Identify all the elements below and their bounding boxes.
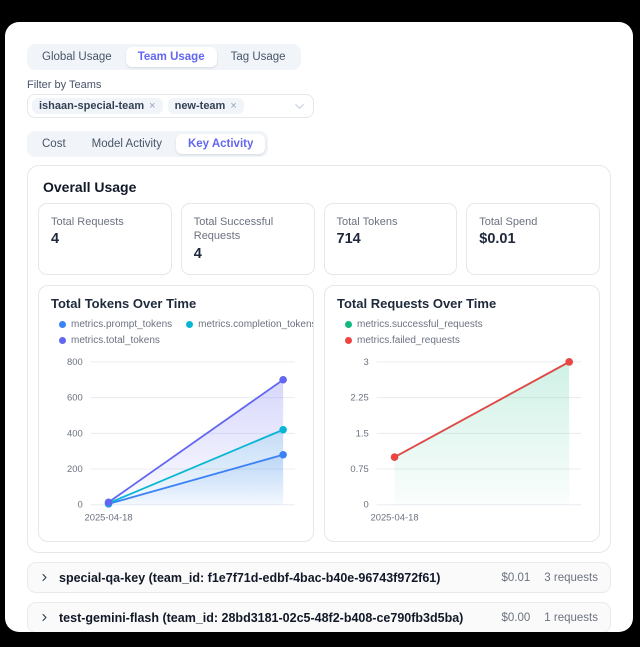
chart-title: Total Requests Over Time (337, 296, 497, 311)
stat-label: Total Tokens (336, 216, 398, 228)
filter-by-teams-label: Filter by Teams (27, 79, 102, 91)
team-chip-label: ishaan-special-team (39, 100, 145, 112)
tab-team-usage[interactable]: Team Usage (125, 47, 217, 67)
svg-text:2.25: 2.25 (350, 392, 368, 403)
svg-text:2025-04-18: 2025-04-18 (370, 512, 418, 523)
svg-text:400: 400 (67, 427, 83, 438)
key-row-metrics: $0.00 1 requests (502, 612, 598, 624)
overall-usage-title: Overall Usage (43, 179, 137, 195)
team-chip[interactable]: ishaan-special-team × (32, 98, 163, 114)
tab-key-activity[interactable]: Key Activity (175, 134, 266, 154)
chart-legend: metrics.successful_requests metrics.faile… (337, 316, 587, 348)
legend-label: metrics.prompt_tokens (71, 318, 173, 330)
stat-total-requests: Total Requests 4 (38, 203, 172, 275)
svg-text:600: 600 (67, 392, 83, 403)
tab-tag-usage[interactable]: Tag Usage (230, 51, 286, 63)
stat-value: 4 (51, 231, 60, 248)
series-dot-icon (186, 320, 194, 328)
tokens-line-chart: 0 200 400 600 800 2025-04-18 (51, 350, 301, 529)
legend-item: metrics.failed_requests (345, 335, 460, 346)
tab-cost[interactable]: Cost (42, 138, 66, 150)
chart-title: Total Tokens Over Time (51, 296, 197, 311)
chevron-right-icon[interactable] (40, 573, 49, 582)
key-request-count: 1 requests (544, 611, 598, 624)
series-dot-icon (59, 336, 66, 344)
charts-row: Total Tokens Over Time metrics.prompt_to… (38, 285, 600, 542)
remove-chip-icon[interactable]: × (149, 100, 156, 112)
chart-legend: metrics.prompt_tokens metrics.completion_… (51, 316, 313, 348)
key-row-metrics: $0.01 3 requests (502, 572, 598, 584)
stat-label: Total Spend (479, 216, 538, 228)
requests-over-time-chart-card: Total Requests Over Time metrics.success… (324, 285, 600, 542)
stat-total-spend: Total Spend $0.01 (466, 203, 600, 275)
team-chip[interactable]: new-team × (167, 98, 244, 114)
team-chip-label: new-team (174, 100, 226, 112)
svg-text:0: 0 (78, 499, 83, 510)
svg-text:0: 0 (364, 499, 369, 510)
legend-item: metrics.total_tokens (59, 335, 160, 346)
requests-line-chart: 0 0.75 1.5 2.25 3 2025-04-18 (337, 350, 587, 529)
stats-row: Total Requests 4 Total Successful Reques… (38, 203, 600, 275)
key-row-label: test-gemini-flash (team_id: 28bd3181-02c… (59, 610, 464, 625)
key-spend: $0.00 (501, 611, 531, 624)
legend-label: metrics.completion_tokens (198, 318, 314, 330)
svg-text:3: 3 (364, 356, 369, 367)
legend-item: metrics.successful_requests (345, 319, 483, 330)
legend-label: metrics.failed_requests (357, 334, 460, 346)
svg-text:2025-04-18: 2025-04-18 (84, 512, 132, 523)
key-row-test-gemini-flash[interactable]: test-gemini-flash (team_id: 28bd3181-02c… (27, 602, 611, 632)
key-spend: $0.01 (501, 571, 531, 584)
svg-text:200: 200 (67, 463, 83, 474)
remove-chip-icon[interactable]: × (230, 100, 237, 112)
tokens-over-time-chart-card: Total Tokens Over Time metrics.prompt_to… (38, 285, 314, 542)
svg-text:0.75: 0.75 (350, 463, 368, 474)
stat-total-successful-requests: Total Successful Requests 4 (180, 203, 315, 275)
tab-model-activity[interactable]: Model Activity (91, 138, 162, 150)
legend-item: metrics.prompt_tokens (59, 319, 172, 330)
chevron-down-icon[interactable] (294, 101, 305, 112)
legend-item: metrics.completion_tokens (186, 318, 314, 330)
key-row-special-qa-key[interactable]: special-qa-key (team_id: f1e7f71d-edbf-4… (27, 562, 611, 593)
legend-label: metrics.successful_requests (357, 318, 483, 330)
key-row-label: special-qa-key (team_id: f1e7f71d-edbf-4… (59, 570, 441, 585)
stat-total-tokens: Total Tokens 714 (323, 203, 458, 275)
secondary-tabbar: Cost Model Activity Key Activity (27, 131, 269, 157)
chevron-right-icon[interactable] (40, 613, 49, 622)
svg-text:1.5: 1.5 (356, 427, 369, 438)
stat-value: $0.01 (479, 231, 516, 248)
legend-label: metrics.total_tokens (71, 334, 160, 346)
series-dot-icon (345, 320, 352, 328)
overall-usage-card: Overall Usage Total Requests 4 Total Suc… (27, 165, 611, 553)
tab-global-usage[interactable]: Global Usage (42, 51, 112, 63)
primary-tabbar: Global Usage Team Usage Tag Usage (27, 44, 301, 70)
usage-dashboard-window: Global Usage Team Usage Tag Usage Filter… (5, 22, 633, 632)
svg-text:800: 800 (67, 356, 83, 367)
key-request-count: 3 requests (544, 571, 598, 584)
series-dot-icon (59, 320, 66, 328)
stat-label: Total Successful Requests (193, 216, 274, 243)
stat-label: Total Requests (51, 216, 124, 228)
series-dot-icon (345, 336, 352, 344)
stat-value: 714 (336, 231, 361, 248)
teams-multiselect[interactable]: ishaan-special-team × new-team × (27, 94, 314, 118)
stat-value: 4 (193, 245, 202, 262)
